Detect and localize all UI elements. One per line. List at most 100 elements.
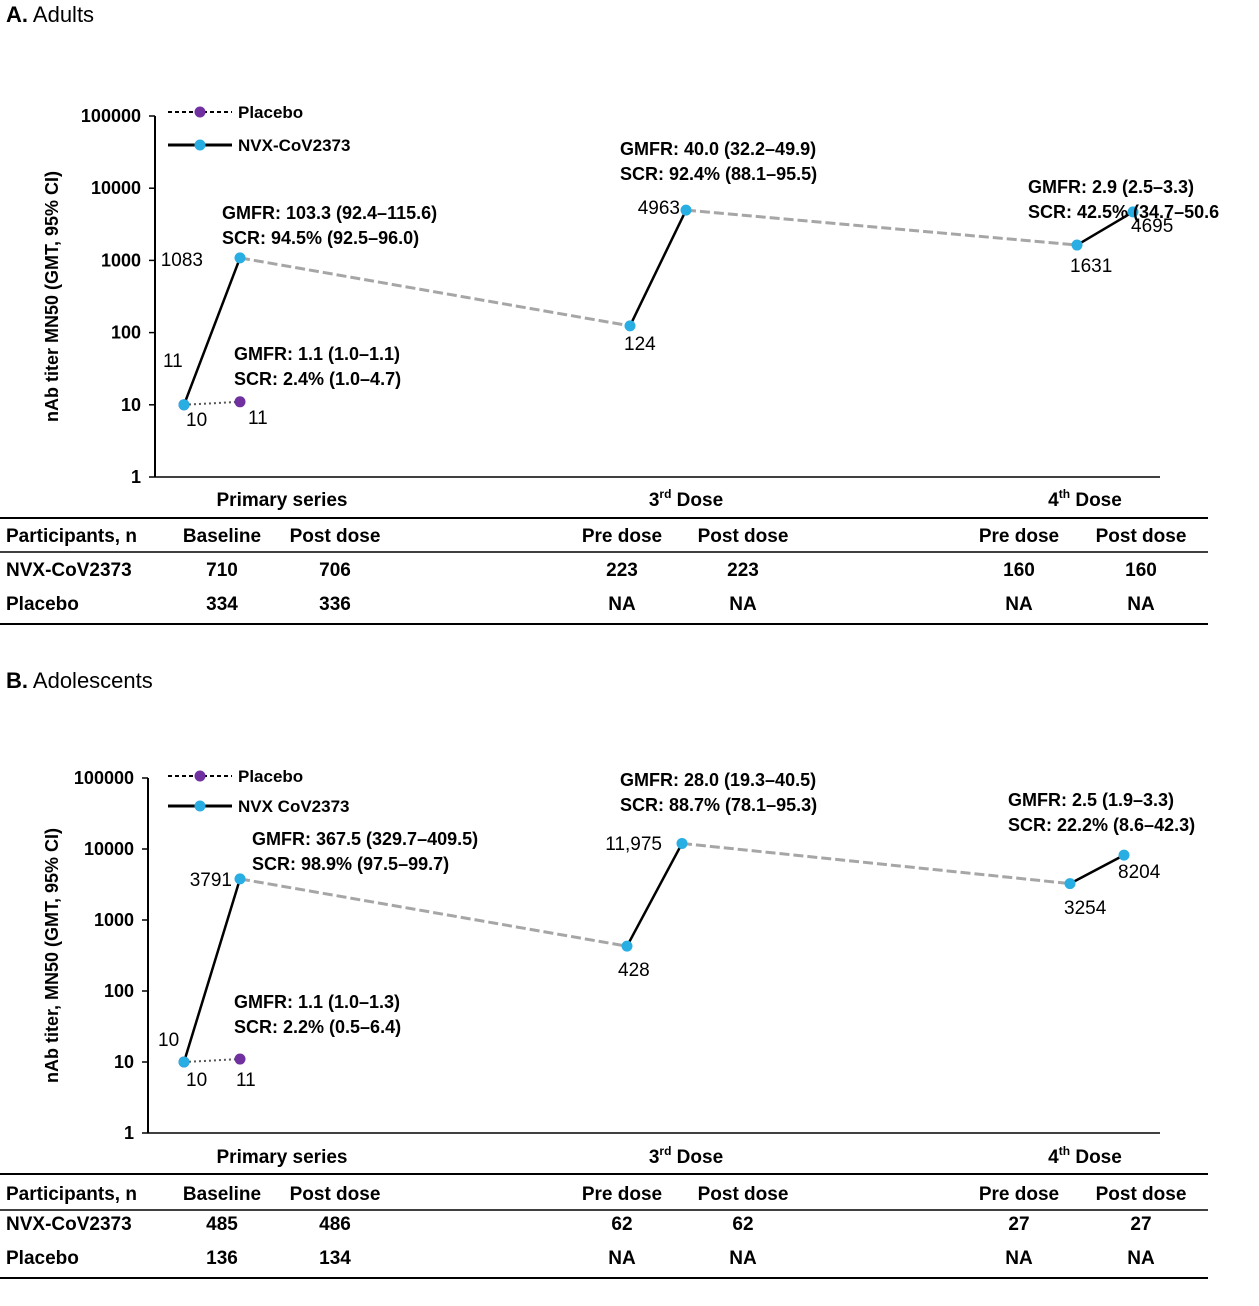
vaccine-line <box>625 842 684 947</box>
table-cell: NA <box>1127 1248 1155 1269</box>
vaccine-point <box>621 940 633 952</box>
table-cell: 223 <box>606 560 638 581</box>
table-cell: NVX-CoV2373 <box>6 1214 132 1235</box>
gmfr-annotation: GMFR: 367.5 (329.7–409.5) <box>252 829 478 849</box>
scr-annotation: SCR: 92.4% (88.1–95.5) <box>620 164 817 184</box>
table-cell: 136 <box>206 1248 238 1269</box>
vaccine-data-label: 3791 <box>190 870 232 891</box>
legend-vaccine-marker <box>194 139 206 151</box>
section-label: Primary series <box>217 490 348 511</box>
table-cell: NA <box>729 594 757 615</box>
chart-adults: 1 10 100 1000 10000 100000 nAb titer MN50 (GMT… <box>0 103 1219 625</box>
vaccine-data-label: 4695 <box>1131 216 1173 237</box>
vaccine-data-label: 1631 <box>1070 256 1112 277</box>
table-cell: 485 <box>206 1214 238 1235</box>
scr-annotation: SCR: 94.5% (92.5–96.0) <box>222 228 419 248</box>
section-label: 4th Dose <box>1048 487 1122 511</box>
table-header-cell: Post dose <box>698 526 789 547</box>
gmfr-annotation: GMFR: 28.0 (19.3–40.5) <box>620 770 816 790</box>
legend-placebo-marker <box>194 770 206 782</box>
vaccine-point <box>1064 878 1076 890</box>
placebo-data-label: 10 <box>186 410 207 431</box>
scr-annotation: SCR: 88.7% (78.1–95.3) <box>620 795 817 815</box>
table-header-cell: Pre dose <box>979 1184 1059 1205</box>
table-cell: NA <box>1005 594 1033 615</box>
table-cell: 334 <box>206 594 238 615</box>
table-header-cell: Post dose <box>698 1184 789 1205</box>
table-header-cell: Baseline <box>183 526 261 547</box>
table-cell: 223 <box>727 560 759 581</box>
table-cell: Placebo <box>6 1248 79 1269</box>
panel-letter: B. <box>6 668 28 693</box>
placebo-point <box>234 396 246 408</box>
table-cell: NA <box>1005 1248 1033 1269</box>
table-cell: NA <box>608 1248 636 1269</box>
y-tick-label: 10 <box>121 395 141 415</box>
table-cell: 710 <box>206 560 238 581</box>
table-cell: 486 <box>319 1214 351 1235</box>
table-header-cell: Pre dose <box>979 526 1059 547</box>
placebo-line <box>183 1058 241 1063</box>
legend-vaccine-label: NVX CoV2373 <box>238 797 350 816</box>
y-tick-label: 10 <box>114 1052 134 1072</box>
gmfr-annotation: GMFR: 2.5 (1.9–3.3) <box>1008 790 1174 810</box>
legend-vaccine-marker <box>194 800 206 812</box>
table-cell: 160 <box>1125 560 1157 581</box>
table-header-cell: Pre dose <box>582 526 662 547</box>
section-label: Primary series <box>217 1147 348 1168</box>
y-tick-label: 100000 <box>81 106 141 126</box>
table-cell: NA <box>1127 594 1155 615</box>
table-cell: 134 <box>319 1248 351 1269</box>
legend-vaccine-label: NVX-CoV2373 <box>238 136 350 155</box>
legend-placebo-label: Placebo <box>238 103 303 122</box>
placebo-data-label: 11 <box>248 408 268 429</box>
y-tick-label: 1 <box>124 1123 134 1143</box>
section-label: 3rd Dose <box>649 1144 723 1168</box>
vaccine-line <box>182 257 242 406</box>
vaccine-data-label: 3254 <box>1064 898 1107 919</box>
vaccine-data-label: 1083 <box>161 250 203 271</box>
section-label: 4th Dose <box>1048 1144 1122 1168</box>
legend-placebo-marker <box>194 106 206 118</box>
placebo-data-label: 10 <box>186 1070 207 1091</box>
placebo-line <box>183 400 241 406</box>
vaccine-point <box>178 1056 190 1068</box>
table-cell: NVX-CoV2373 <box>6 560 132 581</box>
table-cell: NA <box>729 1248 757 1269</box>
y-axis-label: nAb titer, MN50 (GMT, 95% CI) <box>42 828 62 1083</box>
panel-title-text: Adolescents <box>32 668 153 693</box>
table-cell: 336 <box>319 594 351 615</box>
panel-adults: A. Adults 1 10 100 1000 10000 100000 nAb titer… <box>0 0 1259 640</box>
y-axis-label: nAb titer MN50 (GMT, 95% CI) <box>42 171 62 422</box>
gmfr-annotation: GMFR: 103.3 (92.4–115.6) <box>222 203 437 223</box>
placebo-data-label: 11 <box>236 1070 256 1091</box>
table-cell: NA <box>608 594 636 615</box>
vaccine-line <box>182 878 242 1063</box>
y-tick-label: 100000 <box>74 768 134 788</box>
legend-placebo-label: Placebo <box>238 767 303 786</box>
table-header-cell: Post dose <box>1096 526 1187 547</box>
table-cell: 27 <box>1130 1214 1151 1235</box>
vaccine-data-label: 8204 <box>1118 862 1161 883</box>
panel-title-text: Adults <box>32 2 95 27</box>
panel-title: B. Adolescents <box>6 668 153 694</box>
vaccine-data-label: 4963 <box>638 198 680 219</box>
vaccine-data-label: 428 <box>618 960 650 981</box>
scr-annotation: SCR: 2.4% (1.0–4.7) <box>234 369 401 389</box>
vaccine-point <box>178 399 190 411</box>
table-cell: 706 <box>319 560 351 581</box>
y-tick-label: 1000 <box>101 250 141 270</box>
vaccine-line <box>1069 853 1125 885</box>
scr-annotation: SCR: 22.2% (8.6–42.3) <box>1008 815 1195 835</box>
y-tick-label: 10000 <box>91 178 141 198</box>
table-header-cell: Baseline <box>183 1184 261 1205</box>
panel-adolescents: B. Adolescents 1 10 100 1000 10000 100000 nAb … <box>0 666 1259 1306</box>
table-cell: 62 <box>611 1214 632 1235</box>
vaccine-point <box>676 837 688 849</box>
vaccine-point <box>234 252 246 264</box>
table-header-cell: Post dose <box>290 526 381 547</box>
table-header-cell: Pre dose <box>582 1184 662 1205</box>
vaccine-data-label: 124 <box>624 334 656 355</box>
between-dose-line <box>239 877 628 948</box>
vaccine-point <box>624 320 636 332</box>
